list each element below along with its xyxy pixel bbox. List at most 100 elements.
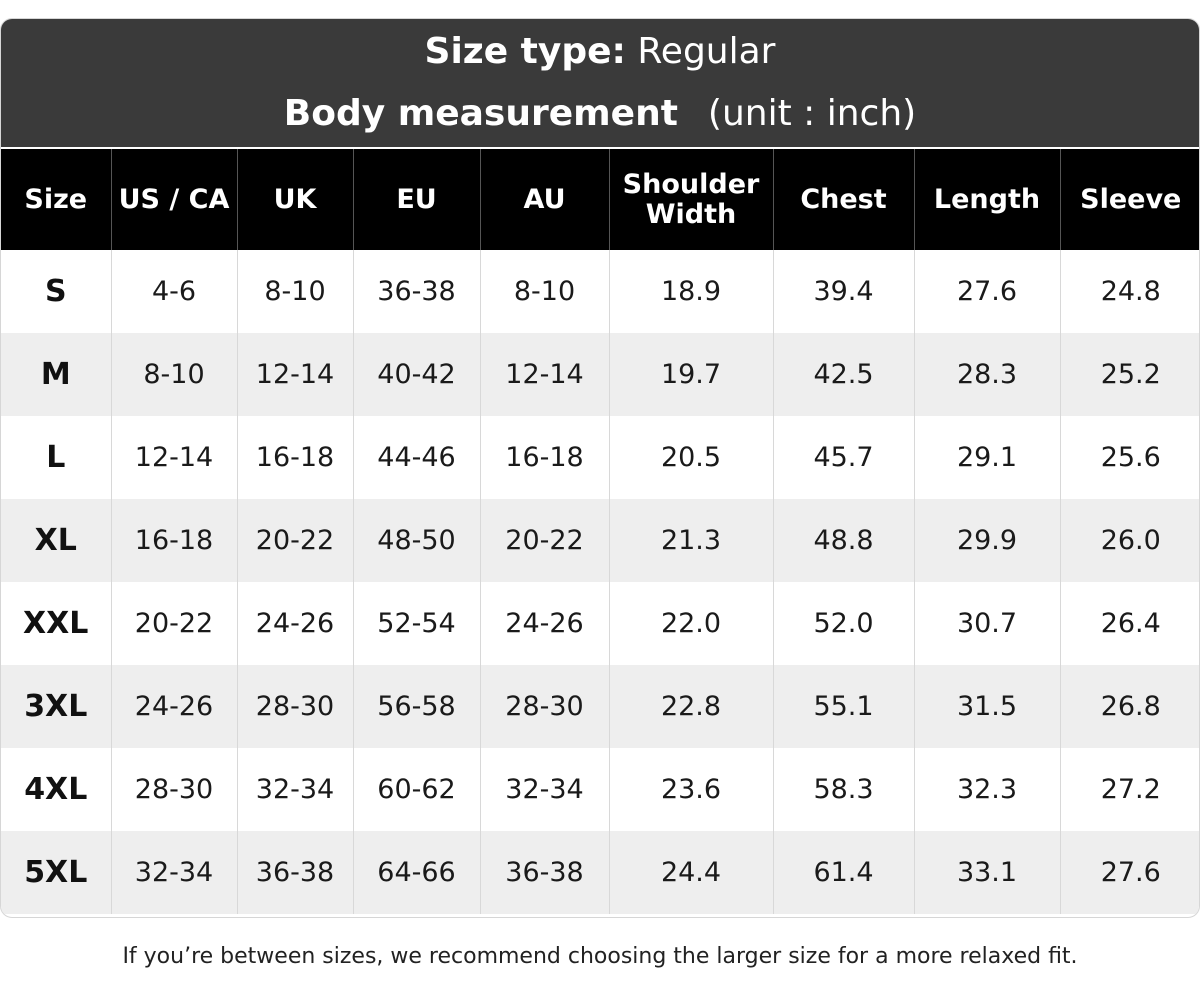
- table-cell: 24.8: [1060, 250, 1199, 333]
- table-cell: 20-22: [480, 499, 610, 582]
- table-row: XXL 20-22 24-26 52-54 24-26 22.0 52.0 30.7 26.4: [1, 582, 1199, 665]
- table-cell: 20-22: [237, 499, 354, 582]
- table-cell: 21.3: [609, 499, 774, 582]
- table-cell: 24.4: [609, 831, 774, 914]
- table-cell: 26.0: [1060, 499, 1199, 582]
- table-cell: 60-62: [353, 748, 481, 831]
- table-cell: 52.0: [773, 582, 915, 665]
- table-cell: 32.3: [914, 748, 1061, 831]
- table-cell: 31.5: [914, 665, 1061, 748]
- table-row: 5XL 32-34 36-38 64-66 36-38 24.4 61.4 33.1 27.6: [1, 831, 1199, 914]
- column-header: US / CA: [111, 149, 238, 250]
- table-cell: 29.1: [914, 416, 1061, 499]
- table-cell: 26.8: [1060, 665, 1199, 748]
- size-cell: XL: [1, 499, 112, 582]
- column-header: EU: [353, 149, 481, 250]
- table-cell: 28-30: [111, 748, 238, 831]
- fit-note: If you’re between sizes, we recommend ch…: [122, 944, 1078, 969]
- table-row: M 8-10 12-14 40-42 12-14 19.7 42.5 28.3 25.2: [1, 333, 1199, 416]
- table-cell: 48.8: [773, 499, 915, 582]
- table-cell: 22.0: [609, 582, 774, 665]
- table-cell: 48-50: [353, 499, 481, 582]
- table-cell: 8-10: [111, 333, 238, 416]
- table-row: 3XL 24-26 28-30 56-58 28-30 22.8 55.1 31.5 26.8: [1, 665, 1199, 748]
- table-cell: 27.6: [1060, 831, 1199, 914]
- column-header: Shoulder Width: [609, 149, 774, 250]
- table-cell: 24-26: [111, 665, 238, 748]
- column-header: AU: [480, 149, 610, 250]
- table-cell: 58.3: [773, 748, 915, 831]
- size-cell: S: [1, 250, 112, 333]
- size-cell: M: [1, 333, 112, 416]
- table-cell: 28-30: [237, 665, 354, 748]
- table-cell: 26.4: [1060, 582, 1199, 665]
- table-cell: 56-58: [353, 665, 481, 748]
- table-cell: 45.7: [773, 416, 915, 499]
- size-chart-card: Size type: Regular Body measurement (unit…: [0, 18, 1200, 918]
- table-row: XL 16-18 20-22 48-50 20-22 21.3 48.8 29.9 26.0: [1, 499, 1199, 582]
- column-header: Sleeve: [1060, 149, 1199, 250]
- measurement-line: Body measurement (unit : inch): [1, 93, 1199, 135]
- size-cell: L: [1, 416, 112, 499]
- size-cell: XXL: [1, 582, 112, 665]
- size-type-value: Regular: [637, 31, 776, 72]
- table-cell: 12-14: [111, 416, 238, 499]
- table-cell: 32-34: [480, 748, 610, 831]
- table-cell: 64-66: [353, 831, 481, 914]
- table-row: 4XL 28-30 32-34 60-62 32-34 23.6 58.3 32.3 27.2: [1, 748, 1199, 831]
- table-cell: 24-26: [480, 582, 610, 665]
- table-cell: 8-10: [237, 250, 354, 333]
- table-cell: 4-6: [111, 250, 238, 333]
- table-cell: 12-14: [237, 333, 354, 416]
- column-header: Size: [1, 149, 112, 250]
- size-cell: 3XL: [1, 665, 112, 748]
- table-cell: 36-38: [353, 250, 481, 333]
- table-cell: 25.2: [1060, 333, 1199, 416]
- column-header: Length: [914, 149, 1061, 250]
- size-table: Size US / CA UK EU AU Shoulder Width Chest Lengt…: [1, 149, 1199, 914]
- table-cell: 20-22: [111, 582, 238, 665]
- size-type-line: Size type: Regular: [1, 31, 1199, 73]
- table-cell: 40-42: [353, 333, 481, 416]
- table-header-row: Size US / CA UK EU AU Shoulder Width Chest Lengt…: [1, 149, 1199, 250]
- size-cell: 5XL: [1, 831, 112, 914]
- table-cell: 12-14: [480, 333, 610, 416]
- table-cell: 36-38: [480, 831, 610, 914]
- table-cell: 19.7: [609, 333, 774, 416]
- table-cell: 24-26: [237, 582, 354, 665]
- table-cell: 33.1: [914, 831, 1061, 914]
- unit-label: (unit : inch): [707, 93, 917, 134]
- table-cell: 16-18: [480, 416, 610, 499]
- table-cell: 52-54: [353, 582, 481, 665]
- table-cell: 36-38: [237, 831, 354, 914]
- table-cell: 27.2: [1060, 748, 1199, 831]
- table-cell: 42.5: [773, 333, 915, 416]
- size-chart-banner: Size type: Regular Body measurement (unit…: [1, 19, 1199, 147]
- table-cell: 28-30: [480, 665, 610, 748]
- table-body: S 4-6 8-10 36-38 8-10 18.9 39.4 27.6 24.8 M 8-10 12…: [1, 250, 1199, 914]
- measurement-label: Body measurement: [283, 93, 678, 134]
- column-header: Chest: [773, 149, 915, 250]
- table-cell: 23.6: [609, 748, 774, 831]
- table-cell: 39.4: [773, 250, 915, 333]
- table-cell: 16-18: [111, 499, 238, 582]
- column-header: UK: [237, 149, 354, 250]
- size-cell: 4XL: [1, 748, 112, 831]
- table-row: S 4-6 8-10 36-38 8-10 18.9 39.4 27.6 24.8: [1, 250, 1199, 333]
- table-cell: 18.9: [609, 250, 774, 333]
- table-cell: 32-34: [111, 831, 238, 914]
- table-cell: 30.7: [914, 582, 1061, 665]
- table-row: L 12-14 16-18 44-46 16-18 20.5 45.7 29.1 25.6: [1, 416, 1199, 499]
- table-cell: 29.9: [914, 499, 1061, 582]
- table-cell: 20.5: [609, 416, 774, 499]
- table-cell: 27.6: [914, 250, 1061, 333]
- table-cell: 61.4: [773, 831, 915, 914]
- table-cell: 8-10: [480, 250, 610, 333]
- table-cell: 28.3: [914, 333, 1061, 416]
- table-cell: 44-46: [353, 416, 481, 499]
- table-cell: 22.8: [609, 665, 774, 748]
- table-cell: 16-18: [237, 416, 354, 499]
- table-cell: 32-34: [237, 748, 354, 831]
- size-type-label: Size type:: [424, 31, 626, 72]
- table-cell: 55.1: [773, 665, 915, 748]
